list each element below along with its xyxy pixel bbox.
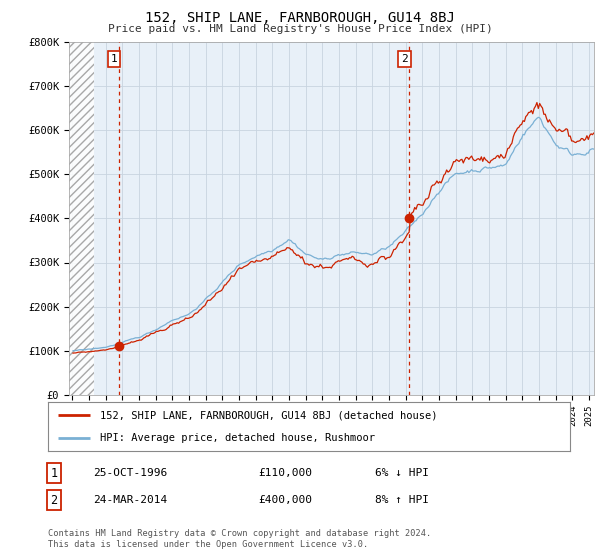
Text: 2: 2 xyxy=(401,54,408,64)
Text: £400,000: £400,000 xyxy=(258,495,312,505)
Text: Price paid vs. HM Land Registry's House Price Index (HPI): Price paid vs. HM Land Registry's House … xyxy=(107,24,493,34)
Text: 6% ↓ HPI: 6% ↓ HPI xyxy=(375,468,429,478)
Text: HPI: Average price, detached house, Rushmoor: HPI: Average price, detached house, Rush… xyxy=(100,433,375,444)
Text: 25-OCT-1996: 25-OCT-1996 xyxy=(93,468,167,478)
Text: 24-MAR-2014: 24-MAR-2014 xyxy=(93,495,167,505)
Text: £110,000: £110,000 xyxy=(258,468,312,478)
Bar xyxy=(69,42,94,395)
Text: 8% ↑ HPI: 8% ↑ HPI xyxy=(375,495,429,505)
Text: 152, SHIP LANE, FARNBOROUGH, GU14 8BJ: 152, SHIP LANE, FARNBOROUGH, GU14 8BJ xyxy=(145,11,455,25)
Text: 2: 2 xyxy=(50,493,58,507)
Text: 1: 1 xyxy=(50,466,58,480)
Text: 1: 1 xyxy=(111,54,118,64)
Text: 152, SHIP LANE, FARNBOROUGH, GU14 8BJ (detached house): 152, SHIP LANE, FARNBOROUGH, GU14 8BJ (d… xyxy=(100,410,438,421)
Text: Contains HM Land Registry data © Crown copyright and database right 2024.
This d: Contains HM Land Registry data © Crown c… xyxy=(48,529,431,549)
